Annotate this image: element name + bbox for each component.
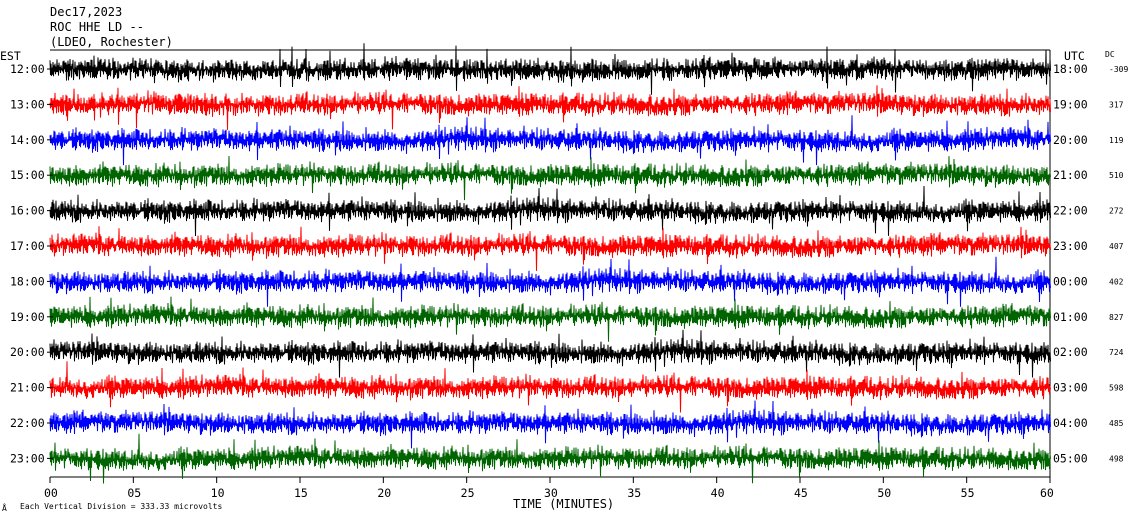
- trace-7: [49, 296, 1051, 342]
- x-tick-label-2: 10: [211, 486, 225, 500]
- utc-label-7: 01:00: [1053, 310, 1088, 324]
- est-label-5: 17:00: [10, 239, 45, 253]
- est-label-2: 14:00: [10, 133, 45, 147]
- x-axis-title: TIME (MINUTES): [513, 497, 614, 511]
- x-tick-label-9: 45: [794, 486, 808, 500]
- dc-value-0: -309: [1109, 65, 1128, 74]
- dc-value-11: 498: [1109, 454, 1124, 463]
- est-label-11: 23:00: [10, 451, 45, 465]
- utc-label-0: 18:00: [1053, 62, 1088, 76]
- x-tick-label-3: 15: [294, 486, 308, 500]
- trace-8: [49, 329, 1051, 378]
- est-label-3: 15:00: [10, 168, 45, 182]
- footer-mark: Å: [2, 502, 7, 513]
- dc-value-7: 827: [1109, 313, 1124, 322]
- est-label-4: 16:00: [10, 204, 45, 218]
- utc-label-3: 21:00: [1053, 168, 1088, 182]
- utc-label-6: 00:00: [1053, 274, 1088, 288]
- trace-4: [49, 185, 1051, 237]
- est-axis-title: EST: [0, 49, 21, 63]
- x-tick-label-6: 30: [544, 486, 558, 500]
- trace-0: [49, 43, 1051, 95]
- trace-group: [49, 43, 1051, 484]
- row-label-group: 12:00 18:00 -309 13:00 19:00 317 14:00 20:00 119…: [10, 62, 1128, 465]
- dc-value-5: 407: [1109, 242, 1124, 251]
- x-tick-label-12: 60: [1040, 486, 1054, 500]
- dc-value-10: 485: [1109, 419, 1124, 428]
- utc-label-11: 05:00: [1053, 451, 1088, 465]
- utc-label-2: 20:00: [1053, 133, 1088, 147]
- trace-2: [49, 115, 1051, 166]
- utc-label-9: 03:00: [1053, 381, 1088, 395]
- est-label-6: 18:00: [10, 274, 45, 288]
- header-station: ROC HHE LD --: [50, 20, 144, 34]
- x-tick-group: 00 05 10 15 20 25 30 35 40 45 50 55 60: [44, 477, 1054, 500]
- utc-axis-title: UTC: [1064, 49, 1085, 63]
- x-tick-label-4: 20: [377, 486, 391, 500]
- dc-value-3: 510: [1109, 171, 1124, 180]
- utc-label-5: 23:00: [1053, 239, 1088, 253]
- dc-value-2: 119: [1109, 136, 1124, 145]
- utc-label-8: 02:00: [1053, 345, 1088, 359]
- x-tick-label-7: 35: [627, 486, 641, 500]
- x-tick-label-5: 25: [461, 486, 475, 500]
- dc-value-1: 317: [1109, 100, 1124, 109]
- trace-9: [49, 361, 1051, 413]
- dc-value-8: 724: [1109, 348, 1124, 357]
- utc-label-1: 19:00: [1053, 97, 1088, 111]
- dc-value-9: 598: [1109, 384, 1124, 393]
- x-tick-label-1: 05: [127, 486, 141, 500]
- utc-label-10: 04:00: [1053, 416, 1088, 430]
- header-date: Dec17,2023: [50, 5, 122, 19]
- trace-1: [49, 85, 1051, 130]
- dc-value-6: 402: [1109, 277, 1124, 286]
- x-tick-label-10: 50: [877, 486, 891, 500]
- trace-5: [49, 226, 1051, 271]
- footer-note: Each Vertical Division = 333.33 microvol…: [20, 502, 222, 511]
- dc-column-title: DC: [1105, 50, 1115, 59]
- est-label-7: 19:00: [10, 310, 45, 324]
- est-label-0: 12:00: [10, 62, 45, 76]
- utc-label-4: 22:00: [1053, 204, 1088, 218]
- est-label-10: 22:00: [10, 416, 45, 430]
- header-network: (LDEO, Rochester): [50, 35, 173, 49]
- trace-6: [49, 256, 1051, 307]
- est-label-8: 20:00: [10, 345, 45, 359]
- trace-11: [49, 433, 1051, 484]
- est-label-1: 13:00: [10, 97, 45, 111]
- est-label-9: 21:00: [10, 381, 45, 395]
- trace-10: [49, 400, 1051, 449]
- x-tick-label-11: 55: [961, 486, 975, 500]
- dc-value-4: 272: [1109, 207, 1124, 216]
- x-tick-label-8: 40: [711, 486, 725, 500]
- x-tick-label-0: 00: [44, 486, 58, 500]
- trace-3: [49, 155, 1051, 201]
